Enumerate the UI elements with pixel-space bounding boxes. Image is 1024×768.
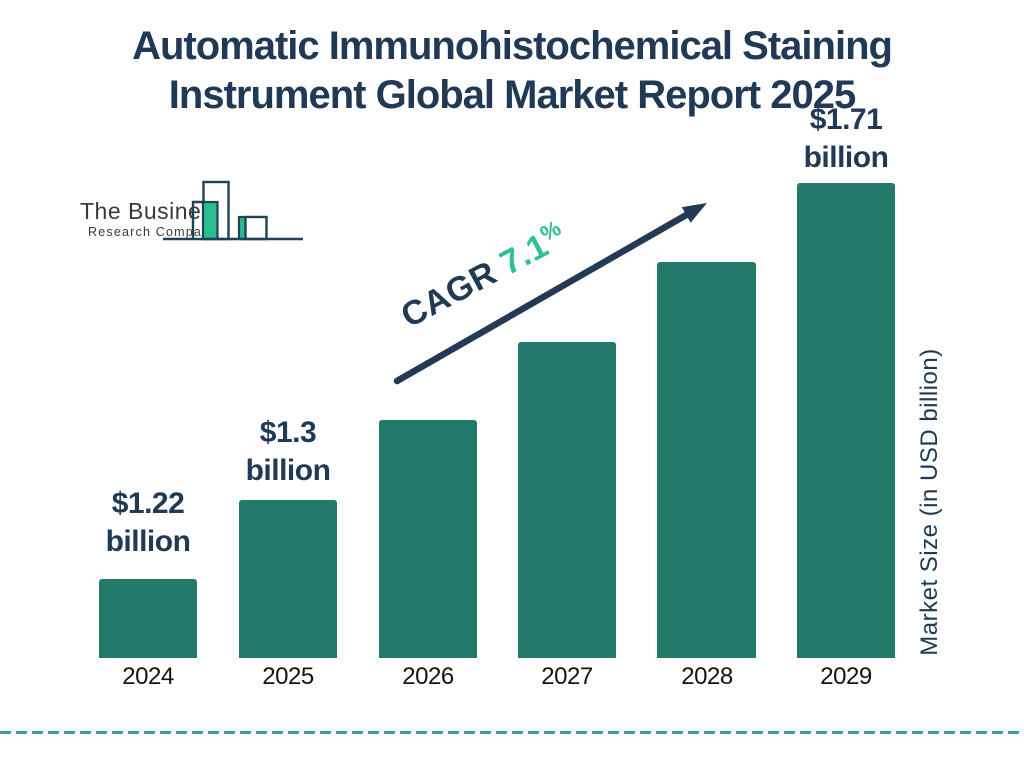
x-axis-label-2025: 2025 <box>262 663 314 690</box>
value-label-2024: $1.22 billion <box>78 485 218 561</box>
x-axis-label-2024: 2024 <box>122 663 174 690</box>
x-axis-label-2029: 2029 <box>820 663 872 690</box>
page-title-line2: Instrument Global Market Report 2025 <box>168 73 856 117</box>
logo-text-secondary: Research Company <box>88 225 218 239</box>
x-axis-label-2027: 2027 <box>541 663 593 690</box>
value-label-2029: $1.71 billion <box>776 101 916 177</box>
value-label-2024-unit: billion <box>105 525 191 558</box>
cagr-label: CAGR <box>394 249 512 336</box>
x-axis-label-2028: 2028 <box>681 663 733 690</box>
value-label-2025-amount: $1.3 <box>259 416 317 449</box>
value-label-2029-unit: billion <box>803 141 889 174</box>
value-label-2029-amount: $1.71 <box>809 103 883 136</box>
bar-2026 <box>379 420 477 658</box>
dashed-divider-line <box>0 731 1024 734</box>
x-axis-label-2026: 2026 <box>402 663 454 690</box>
value-label-2025-unit: billion <box>245 454 331 487</box>
bar-2028 <box>657 262 756 658</box>
page-title: Automatic Immunohistochemical Staining I… <box>0 22 1024 120</box>
skyline-bars-icon <box>163 180 303 241</box>
bar-2024 <box>99 579 197 658</box>
company-logo: The Business Research Company <box>70 176 320 246</box>
bar-2029 <box>797 183 895 658</box>
value-label-2025: $1.3 billion <box>218 414 358 490</box>
bar-2027 <box>518 342 616 658</box>
value-label-2024-amount: $1.22 <box>111 487 185 520</box>
page-title-line1: Automatic Immunohistochemical Staining <box>132 24 893 68</box>
y-axis-label: Market Size (in USD billion) <box>916 348 943 656</box>
bar-2025 <box>239 500 337 658</box>
cagr-annotation: CAGR 7.1% <box>390 208 569 335</box>
